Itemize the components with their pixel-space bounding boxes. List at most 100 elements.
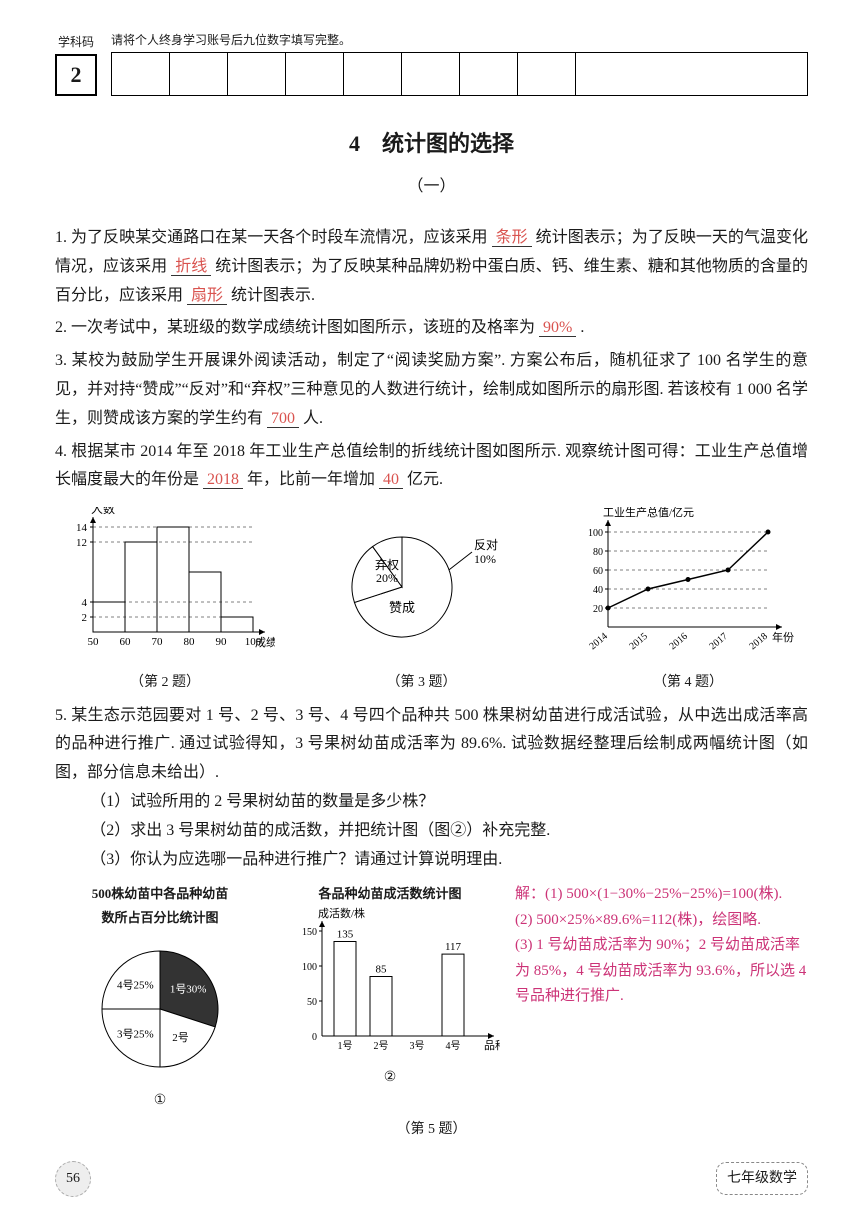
line-svg: 工业生产总值/亿元年份20406080100201420152016201720… [568, 507, 808, 657]
svg-text:0: 0 [312, 1032, 317, 1043]
chart2-caption: （第 2 题） [55, 670, 275, 695]
q5-intro: 5. 某生态示范园要对 1 号、2 号、3 号、4 号四个品种共 500 株果树… [55, 702, 808, 788]
q1-blank-b: 折线 [171, 258, 211, 276]
svg-text:50: 50 [307, 997, 317, 1008]
chart4-caption: （第 4 题） [568, 670, 808, 695]
svg-text:40: 40 [593, 585, 603, 596]
svg-text:人数: 人数 [91, 507, 115, 516]
svg-text:100: 100 [588, 528, 603, 539]
svg-text:4: 4 [82, 597, 88, 609]
q1-text: 统计图表示；为了反映某种品牌奶粉中蛋白质、钙、维生素、糖和其他物质的含量的百分比… [55, 258, 808, 304]
svg-text:2014: 2014 [588, 631, 610, 652]
question-4: 4. 根据某市 2014 年至 2018 年工业生产总值绘制的折线统计图如图所示… [55, 438, 808, 496]
svg-text:品种: 品种 [484, 1038, 500, 1052]
page-footer: 56 七年级数学 [55, 1161, 808, 1197]
svg-text:2号: 2号 [172, 1031, 189, 1044]
q3-text: 3. 某校为鼓励学生开展课外阅读活动，制定了“阅读奖励方案”. 方案公布后，随机… [55, 352, 808, 427]
q5-figures-row: 500株幼苗中各品种幼苗 数所占百分比统计图 1号30% 2号 3号25% 4号25%… [55, 882, 808, 1113]
account-cell[interactable] [170, 53, 228, 95]
question-1: 1. 为了反映某交通路口在某一天各个时段车流情况，应该采用 条形 统计图表示；为… [55, 224, 808, 310]
svg-text:60: 60 [120, 636, 132, 648]
q4-blank-b: 40 [379, 471, 403, 489]
q1-blank-c: 扇形 [187, 287, 227, 305]
q3-blank: 700 [267, 410, 299, 428]
svg-text:工业生产总值/亿元: 工业生产总值/亿元 [603, 507, 694, 519]
ans-line: (3) 1 号幼苗成活率为 90%；2 号幼苗成活率为 85%，4 号幼苗成活率… [515, 933, 808, 1010]
grade-badge: 七年级数学 [716, 1162, 808, 1195]
svg-text:10%: 10% [474, 552, 496, 566]
account-cell[interactable] [460, 53, 518, 95]
q5-sub3: （3）你认为应选哪一品种进行推广？请通过计算说明理由. [55, 846, 808, 875]
account-boxes [111, 52, 808, 96]
section-subtitle: （一） [55, 173, 808, 202]
q4-text: 年，比前一年增加 [247, 471, 375, 488]
svg-text:80: 80 [184, 636, 196, 648]
q1-text: 1. 为了反映某交通路口在某一天各个时段车流情况，应该采用 [55, 229, 488, 246]
svg-text:20: 20 [593, 604, 603, 615]
q3-text: 人. [303, 410, 323, 427]
svg-text:100: 100 [302, 962, 317, 973]
chart-q5a: 500株幼苗中各品种幼苗 数所占百分比统计图 1号30% 2号 3号25% 4号25%… [55, 882, 265, 1113]
questions: 1. 为了反映某交通路口在某一天各个时段车流情况，应该采用 条形 统计图表示；为… [55, 224, 808, 1143]
svg-text:70: 70 [152, 636, 164, 648]
q1-blank-a: 条形 [492, 229, 532, 247]
chart-q2: 人数成绩/分2412145060708090100 （第 2 题） [55, 507, 275, 695]
q4-text: 亿元. [407, 471, 443, 488]
caption-q5: （第 5 题） [55, 1117, 808, 1142]
chart5a-title: 500株幼苗中各品种幼苗 数所占百分比统计图 [55, 882, 265, 929]
chart-q4: 工业生产总值/亿元年份20406080100201420152016201720… [568, 507, 808, 695]
chart5a-sub: ① [55, 1088, 265, 1113]
svg-text:4号: 4号 [446, 1040, 461, 1052]
account-cell[interactable] [518, 53, 576, 95]
title-block: 4 统计图的选择 （一） [55, 124, 808, 202]
q1-text: 统计图表示. [231, 287, 315, 304]
svg-text:4号25%: 4号25% [117, 978, 154, 991]
svg-text:3号: 3号 [410, 1040, 425, 1052]
question-2: 2. 一次考试中，某班级的数学成绩统计图如图所示，该班的及格率为 90% . [55, 314, 808, 343]
pie-svg: 赞成弃权20%反对10% [322, 507, 522, 657]
svg-text:年份: 年份 [772, 630, 794, 644]
svg-text:2018: 2018 [748, 631, 770, 652]
chart-q5b: 各品种幼苗成活数统计图 成活数/株品种5010015001351号852号3号1… [275, 882, 505, 1090]
svg-text:85: 85 [376, 963, 388, 975]
svg-text:90: 90 [216, 636, 228, 648]
svg-text:14: 14 [76, 522, 88, 534]
chart5b-sub: ② [275, 1065, 505, 1090]
svg-text:弃权: 弃权 [374, 557, 398, 572]
svg-text:80: 80 [593, 547, 603, 558]
svg-text:50: 50 [88, 636, 100, 648]
svg-text:1号30%: 1号30% [170, 983, 207, 996]
answer-5: 解：(1) 500×(1−30%−25%−25%)=100(株). (2) 50… [515, 882, 808, 1010]
q2-text: . [580, 319, 584, 336]
header: 学科码 2 请将个人终身学习账号后九位数字填写完整。 [55, 30, 808, 96]
charts-row: 人数成绩/分2412145060708090100 （第 2 题） 赞成弃权20… [55, 507, 808, 695]
svg-text:反对: 反对 [474, 538, 498, 552]
ans-line: (2) 500×25%×89.6%=112(株)，绘图略. [515, 908, 808, 934]
chart3-caption: （第 3 题） [322, 670, 522, 695]
account-cell[interactable] [402, 53, 460, 95]
svg-text:150: 150 [302, 927, 317, 938]
account-cell[interactable] [344, 53, 402, 95]
svg-text:12: 12 [76, 537, 87, 549]
pie5-svg: 1号30% 2号 3号25% 4号25% [70, 929, 250, 1079]
svg-text:2015: 2015 [628, 631, 650, 652]
chart-q3: 赞成弃权20%反对10% （第 3 题） [322, 507, 522, 695]
q2-text: 2. 一次考试中，某班级的数学成绩统计图如图所示，该班的及格率为 [55, 319, 535, 336]
account-cell[interactable] [112, 53, 170, 95]
svg-text:117: 117 [445, 941, 462, 953]
subject-code-box: 2 [55, 54, 97, 96]
chart5b-title: 各品种幼苗成活数统计图 [275, 882, 505, 905]
svg-text:3号25%: 3号25% [117, 1028, 154, 1041]
page-number: 56 [55, 1161, 91, 1197]
account-cell[interactable] [576, 53, 634, 95]
q4-blank-a: 2018 [203, 471, 243, 489]
subject-label: 学科码 [58, 32, 94, 54]
account-cell[interactable] [228, 53, 286, 95]
svg-text:赞成: 赞成 [388, 600, 414, 615]
svg-text:100: 100 [245, 636, 262, 648]
svg-text:2017: 2017 [708, 631, 730, 652]
ans-line: 解：(1) 500×(1−30%−25%−25%)=100(株). [515, 882, 808, 908]
account-cell[interactable] [286, 53, 344, 95]
histogram-svg: 人数成绩/分2412145060708090100 [55, 507, 275, 657]
question-3: 3. 某校为鼓励学生开展课外阅读活动，制定了“阅读奖励方案”. 方案公布后，随机… [55, 347, 808, 433]
